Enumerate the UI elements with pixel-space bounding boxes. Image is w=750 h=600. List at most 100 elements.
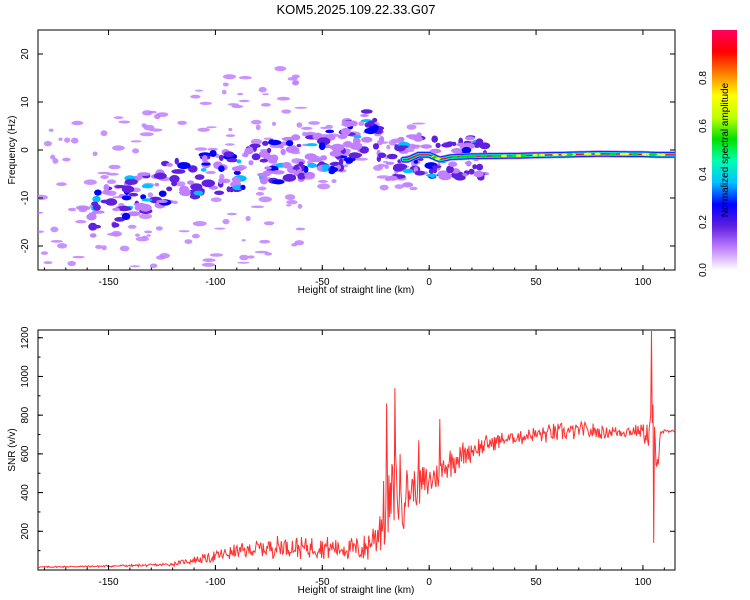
ridge-blob <box>187 180 195 185</box>
ridge-blob <box>112 207 120 212</box>
noise-blob <box>56 182 67 187</box>
ridge-blob <box>262 140 269 146</box>
noise-blob <box>238 99 250 103</box>
noise-blob <box>129 265 141 268</box>
noise-blob <box>308 121 320 125</box>
ridge-blob <box>353 138 361 145</box>
ridge-blob <box>337 134 348 139</box>
ridge-blob <box>92 195 101 203</box>
noise-blob <box>135 236 150 242</box>
band-hotspot <box>480 154 487 158</box>
ridge-blob <box>472 164 478 170</box>
ridge-blob <box>201 162 211 166</box>
ridge-blob <box>141 184 154 189</box>
y-tick-label: 20 <box>20 48 31 60</box>
noise-blob <box>358 121 365 126</box>
x-tick-label: -150 <box>99 577 119 588</box>
noise-blob <box>377 163 386 168</box>
ridge-blob <box>121 195 132 201</box>
noise-blob <box>184 239 193 245</box>
band-hotspot <box>659 153 666 157</box>
band-hotspot <box>610 152 617 156</box>
ridge-blob <box>114 217 126 222</box>
noise-blob <box>271 121 277 126</box>
noise-blob <box>106 172 119 176</box>
noise-blob <box>78 302 84 308</box>
y-tick-label: 600 <box>20 445 31 462</box>
ridge-blob <box>94 189 102 196</box>
noise-blob <box>207 147 218 151</box>
ridge-blob <box>88 222 98 231</box>
ridge-blob <box>231 166 245 172</box>
noise-blob <box>255 191 265 196</box>
ridge-blob <box>372 143 380 150</box>
ridge-blob <box>103 184 110 191</box>
noise-blob <box>237 92 244 96</box>
ridge-blob <box>226 158 238 163</box>
ridge-blob <box>297 172 306 180</box>
ridge-blob <box>464 136 475 141</box>
ridge-blob <box>446 141 454 146</box>
y-tick-label: 400 <box>20 484 31 501</box>
noise-blob <box>62 280 69 286</box>
ridge-blob <box>432 166 438 174</box>
ridge-blob <box>223 151 235 158</box>
noise-blob <box>178 230 190 233</box>
colorbar: 0.0 0.2 0.4 0.6 0.8 Normalized spectral ampl… <box>698 30 737 277</box>
ridge-blob <box>177 162 191 170</box>
noise-blob <box>222 218 230 225</box>
ridge-blob <box>169 175 180 183</box>
ridge-blob <box>307 163 318 168</box>
noise-blob <box>57 243 68 249</box>
noise-blob <box>292 80 300 85</box>
noise-blob <box>117 289 131 294</box>
ridge-blob <box>296 143 302 148</box>
ridge-blob <box>318 142 326 151</box>
noise-blob <box>205 170 216 175</box>
noise-blob <box>255 124 261 131</box>
noise-blob <box>194 89 204 92</box>
colorbar-tick-label: 0.6 <box>698 119 709 133</box>
ridge-blob <box>328 169 336 175</box>
noise-blob <box>261 103 271 107</box>
noise-blob <box>67 207 77 212</box>
noise-blob <box>285 204 292 207</box>
ridge-blob <box>393 163 408 171</box>
x-tick-label: 50 <box>530 277 542 288</box>
noise-blob <box>401 182 413 188</box>
noise-blob <box>72 255 85 259</box>
ridge-blob <box>193 190 204 196</box>
ridge-blob <box>303 165 309 174</box>
ridge-blob <box>262 170 275 175</box>
ridge-blob <box>329 150 342 157</box>
ridge-blob <box>331 143 345 152</box>
x-tick-label: -50 <box>315 577 330 588</box>
noise-blob <box>92 151 98 157</box>
ridge-blob <box>268 159 278 164</box>
ridge-blob <box>218 165 225 172</box>
noise-blob <box>224 143 235 146</box>
noise-blob <box>144 230 153 234</box>
band-hotspot <box>552 153 559 157</box>
ridge-blob <box>92 210 105 214</box>
snr-plot-area <box>37 329 676 571</box>
ridge-blob <box>113 223 120 228</box>
y-tick-label: 10 <box>20 96 31 108</box>
noise-blob <box>411 145 420 149</box>
colorbar-tick-label: 0.0 <box>698 263 709 277</box>
noise-blob <box>406 124 417 130</box>
noise-blob <box>215 153 220 159</box>
noise-blob <box>108 164 121 170</box>
band-hotspot <box>567 153 574 156</box>
ridge-blob <box>342 120 354 128</box>
noise-blob <box>302 131 307 137</box>
noise-blob <box>107 292 114 297</box>
noise-blob <box>73 285 78 287</box>
ridge-blob <box>435 142 441 148</box>
ridge-blob <box>268 139 276 145</box>
noise-blob <box>202 258 216 263</box>
noise-blob <box>206 126 217 129</box>
y-tick-label: 1200 <box>20 326 31 349</box>
ridge-blob <box>461 146 472 154</box>
